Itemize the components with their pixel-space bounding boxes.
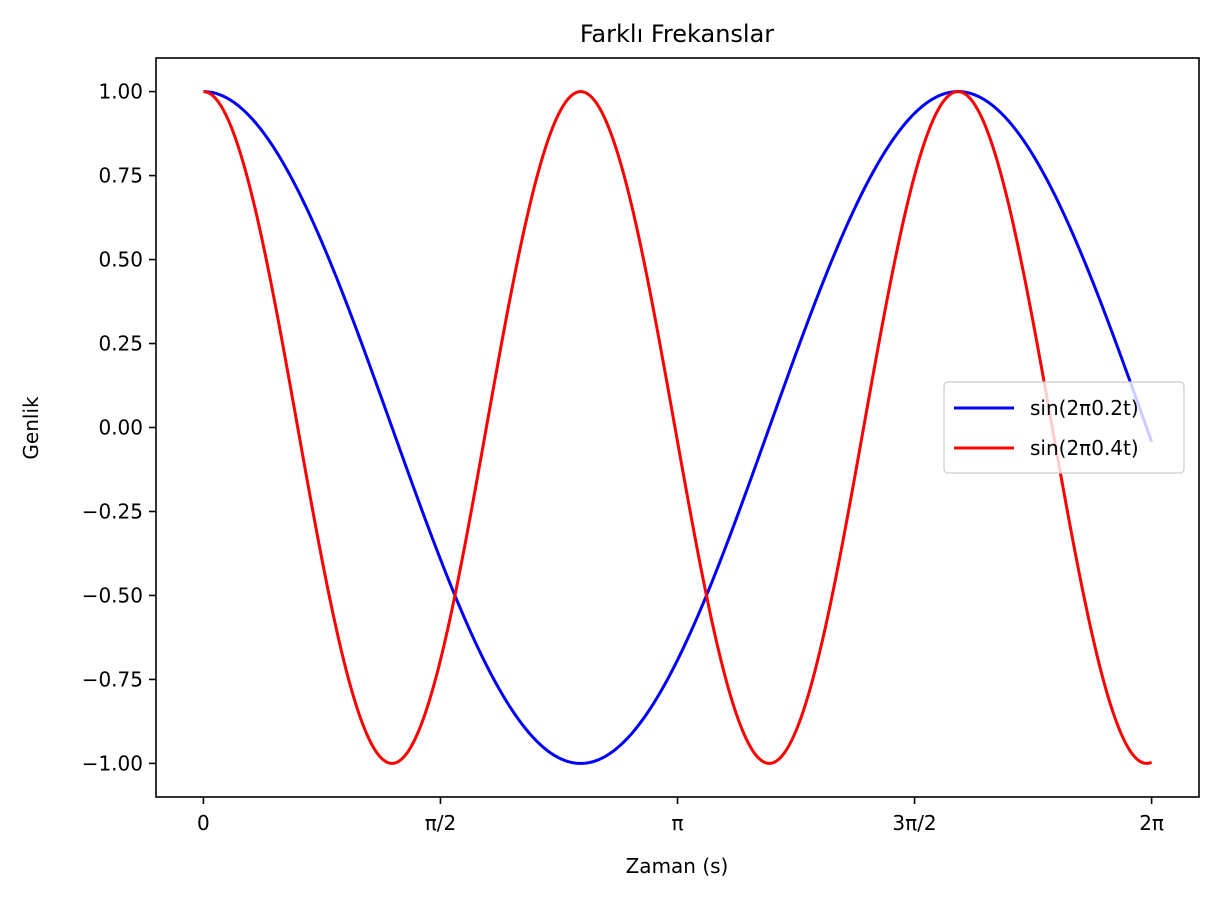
y-ticks: 1.00 0.75 0.50 0.25 0.00 −0.25 −0.50 −0.75 −1.00	[82, 80, 156, 775]
legend-label-0: sin(2π0.2t)	[1030, 396, 1139, 420]
y-tick-label: −1.00	[82, 751, 143, 775]
y-tick-label: 0.75	[98, 164, 143, 188]
chart-title: Farklı Frekanslar	[580, 20, 774, 48]
x-tick-label: π	[671, 811, 683, 835]
y-tick-label: −0.75	[82, 667, 143, 691]
legend: sin(2π0.2t) sin(2π0.4t)	[943, 381, 1185, 474]
x-tick-label: π/2	[425, 811, 457, 835]
y-axis-label: Genlik	[19, 396, 43, 460]
legend-label-1: sin(2π0.4t)	[1030, 436, 1139, 460]
y-tick-label: −0.50	[82, 583, 143, 607]
y-tick-label: 0.25	[98, 332, 143, 356]
y-tick-label: 0.00	[98, 416, 143, 440]
legend-box	[943, 381, 1185, 474]
series-line-0	[203, 90, 1154, 765]
x-tick-label: 0	[197, 811, 210, 835]
series-line-1	[203, 90, 1153, 765]
series-lines	[203, 90, 1154, 765]
y-tick-label: 1.00	[98, 80, 143, 104]
x-tick-label: 3π/2	[892, 811, 936, 835]
x-axis-label: Zaman (s)	[626, 854, 729, 878]
x-ticks: 0 π/2 π 3π/2 2π	[197, 797, 1164, 835]
y-tick-label: −0.25	[82, 499, 143, 523]
y-tick-label: 0.50	[98, 248, 143, 272]
x-tick-label: 2π	[1139, 811, 1164, 835]
